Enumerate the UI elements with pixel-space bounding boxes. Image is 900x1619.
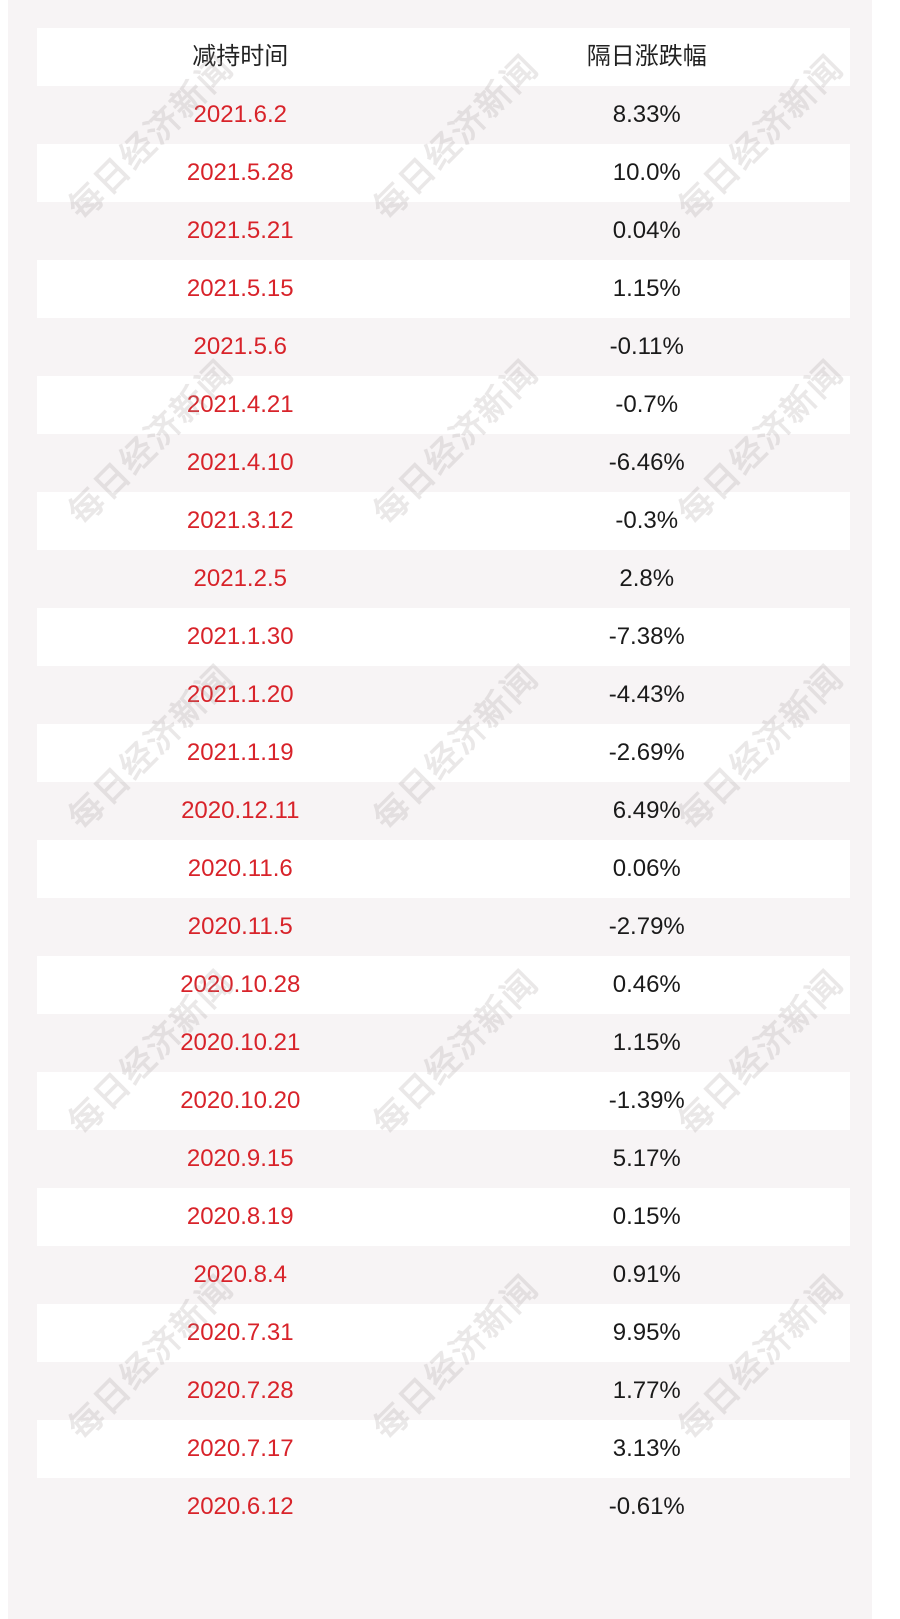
reduction-date: 2021.1.30	[186, 623, 294, 650]
table-row: 2020.6.12 -0.61%	[37, 1478, 850, 1536]
header-change: 隔日涨跌幅	[586, 43, 707, 70]
reduction-date: 2021.1.19	[186, 739, 294, 766]
data-table: 减持时间 隔日涨跌幅 2021.6.2 8.33% 2021.5.28 10.0% 20…	[37, 28, 850, 1536]
reduction-date: 2020.12.11	[181, 797, 300, 824]
reduction-date: 2021.5.15	[186, 275, 294, 302]
table-header: 减持时间 隔日涨跌幅	[37, 28, 850, 86]
reduction-date: 2021.5.21	[186, 217, 294, 244]
next-day-change: 1.77%	[612, 1377, 681, 1404]
next-day-change: 5.17%	[612, 1145, 681, 1172]
table-row: 2020.10.20 -1.39%	[37, 1072, 850, 1130]
next-day-change: 0.46%	[612, 971, 681, 998]
next-day-change: 1.15%	[612, 1029, 681, 1056]
table-row: 2020.12.11 6.49%	[37, 782, 850, 840]
reduction-date: 2020.6.12	[186, 1493, 294, 1520]
table-row: 2021.1.19 -2.69%	[37, 724, 850, 782]
next-day-change: 3.13%	[612, 1435, 681, 1462]
reduction-date: 2020.7.28	[186, 1377, 294, 1404]
reduction-date: 2020.9.15	[186, 1145, 294, 1172]
reduction-date: 2021.1.20	[186, 681, 294, 708]
reduction-date: 2020.11.6	[187, 855, 293, 882]
table-row: 2021.6.2 8.33%	[37, 86, 850, 144]
next-day-change: 10.0%	[612, 159, 681, 186]
next-day-change: -0.7%	[615, 391, 679, 418]
reduction-date: 2020.8.4	[193, 1261, 287, 1288]
next-day-change: -0.3%	[615, 507, 679, 534]
next-day-change: -0.61%	[608, 1493, 685, 1520]
next-day-change: 0.04%	[612, 217, 681, 244]
reduction-date: 2021.3.12	[186, 507, 294, 534]
next-day-change: 8.33%	[612, 101, 681, 128]
next-day-change: 2.8%	[619, 565, 675, 592]
table-row: 2020.10.28 0.46%	[37, 956, 850, 1014]
table-row: 2021.4.21 -0.7%	[37, 376, 850, 434]
next-day-change: -2.69%	[608, 739, 685, 766]
table-row: 2020.10.21 1.15%	[37, 1014, 850, 1072]
next-day-change: 6.49%	[612, 797, 681, 824]
reduction-date: 2021.5.6	[193, 333, 287, 360]
table-row: 2020.7.28 1.77%	[37, 1362, 850, 1420]
next-day-change: 1.15%	[612, 275, 681, 302]
next-day-change: -7.38%	[608, 623, 685, 650]
table-row: 2020.11.6 0.06%	[37, 840, 850, 898]
table-row: 2020.7.31 9.95%	[37, 1304, 850, 1362]
reduction-date: 2021.4.21	[186, 391, 294, 418]
reduction-date: 2021.4.10	[186, 449, 294, 476]
table-row: 2021.2.5 2.8%	[37, 550, 850, 608]
reduction-date: 2020.8.19	[186, 1203, 294, 1230]
next-day-change: -6.46%	[608, 449, 685, 476]
table-row: 2021.3.12 -0.3%	[37, 492, 850, 550]
next-day-change: -2.79%	[608, 913, 685, 940]
header-date: 减持时间	[192, 43, 289, 70]
table-row: 2020.8.19 0.15%	[37, 1188, 850, 1246]
next-day-change: 0.91%	[612, 1261, 681, 1288]
reduction-date: 2020.7.31	[186, 1319, 294, 1346]
reduction-date: 2021.2.5	[193, 565, 287, 592]
next-day-change: -4.43%	[608, 681, 685, 708]
table-row: 2021.5.21 0.04%	[37, 202, 850, 260]
table-row: 2021.4.10 -6.46%	[37, 434, 850, 492]
table-row: 2020.11.5 -2.79%	[37, 898, 850, 956]
next-day-change: 9.95%	[612, 1319, 681, 1346]
table-row: 2021.5.15 1.15%	[37, 260, 850, 318]
reduction-date: 2020.11.5	[187, 913, 293, 940]
reduction-date: 2020.10.21	[180, 1029, 301, 1056]
next-day-change: -1.39%	[608, 1087, 685, 1114]
table-row: 2021.1.30 -7.38%	[37, 608, 850, 666]
reduction-date: 2021.5.28	[186, 159, 294, 186]
reduction-date: 2020.10.28	[180, 971, 301, 998]
table-row: 2021.5.28 10.0%	[37, 144, 850, 202]
reduction-date: 2020.7.17	[186, 1435, 294, 1462]
table-row: 2021.1.20 -4.43%	[37, 666, 850, 724]
next-day-change: 0.15%	[612, 1203, 681, 1230]
reduction-date: 2020.10.20	[180, 1087, 301, 1114]
table-row: 2020.8.4 0.91%	[37, 1246, 850, 1304]
table-row: 2020.9.15 5.17%	[37, 1130, 850, 1188]
next-day-change: -0.11%	[609, 333, 684, 360]
table-row: 2020.7.17 3.13%	[37, 1420, 850, 1478]
table-row: 2021.5.6 -0.11%	[37, 318, 850, 376]
next-day-change: 0.06%	[612, 855, 681, 882]
reduction-date: 2021.6.2	[193, 101, 287, 128]
